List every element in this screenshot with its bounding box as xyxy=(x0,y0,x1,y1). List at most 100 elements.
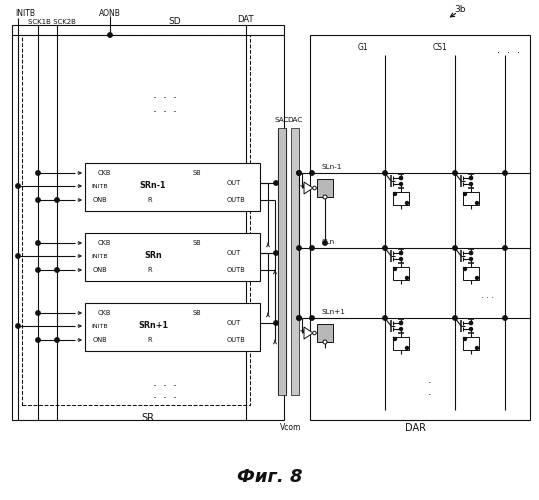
Text: 3b: 3b xyxy=(454,6,466,15)
Text: .: . xyxy=(163,388,167,400)
Circle shape xyxy=(55,268,59,272)
Circle shape xyxy=(453,246,457,250)
Text: AONB: AONB xyxy=(99,8,121,18)
Circle shape xyxy=(469,252,473,254)
Text: SB: SB xyxy=(193,240,202,246)
Circle shape xyxy=(405,202,409,204)
Circle shape xyxy=(55,198,59,202)
Circle shape xyxy=(475,276,479,280)
Circle shape xyxy=(323,340,327,344)
Text: R: R xyxy=(147,267,151,273)
Circle shape xyxy=(464,268,466,270)
Circle shape xyxy=(464,192,466,196)
Text: .: . xyxy=(173,388,177,400)
Text: CS1: CS1 xyxy=(433,44,447,52)
Circle shape xyxy=(16,184,20,188)
Circle shape xyxy=(469,176,473,180)
Bar xyxy=(85,233,260,281)
Circle shape xyxy=(399,182,403,186)
Text: INITB: INITB xyxy=(91,254,108,258)
Circle shape xyxy=(297,171,301,175)
Text: INITB: INITB xyxy=(91,324,108,328)
Circle shape xyxy=(399,328,403,330)
Circle shape xyxy=(453,171,457,175)
Bar xyxy=(393,192,409,205)
Circle shape xyxy=(16,254,20,258)
Text: Vcom: Vcom xyxy=(280,424,302,432)
Circle shape xyxy=(453,316,457,320)
Text: SAC: SAC xyxy=(275,117,289,123)
Circle shape xyxy=(323,241,327,245)
Circle shape xyxy=(475,202,479,204)
Circle shape xyxy=(383,171,387,175)
Circle shape xyxy=(383,246,387,250)
Bar xyxy=(278,128,286,395)
Text: DAT: DAT xyxy=(237,14,253,24)
Bar xyxy=(463,267,479,280)
Text: SD: SD xyxy=(169,18,181,26)
Circle shape xyxy=(503,316,507,320)
Bar xyxy=(22,35,250,405)
Bar xyxy=(12,25,284,420)
Text: CKB: CKB xyxy=(98,170,112,176)
Text: CKB: CKB xyxy=(98,240,112,246)
Text: G1: G1 xyxy=(358,44,368,52)
Text: .: . xyxy=(516,45,520,55)
Text: SB: SB xyxy=(193,170,202,176)
Circle shape xyxy=(399,176,403,180)
Bar xyxy=(463,337,479,350)
Text: .: . xyxy=(428,387,432,397)
Text: R: R xyxy=(147,197,151,203)
Text: .: . xyxy=(153,388,157,400)
Text: SRn-1: SRn-1 xyxy=(140,182,166,190)
Circle shape xyxy=(310,316,314,320)
Circle shape xyxy=(469,322,473,324)
Circle shape xyxy=(297,171,301,175)
Text: DAR: DAR xyxy=(404,423,425,433)
Text: .: . xyxy=(153,376,157,388)
Circle shape xyxy=(297,316,301,320)
Circle shape xyxy=(464,338,466,340)
Text: .: . xyxy=(163,102,167,114)
Text: OUT: OUT xyxy=(227,320,241,326)
Circle shape xyxy=(36,311,40,315)
Circle shape xyxy=(469,322,473,324)
Circle shape xyxy=(36,338,40,342)
Circle shape xyxy=(313,331,316,335)
Circle shape xyxy=(55,338,59,342)
Text: .: . xyxy=(173,102,177,114)
Bar xyxy=(317,324,333,342)
Circle shape xyxy=(405,346,409,350)
Bar xyxy=(310,35,530,420)
Circle shape xyxy=(297,246,301,250)
Text: CKB: CKB xyxy=(98,310,112,316)
Circle shape xyxy=(503,171,507,175)
Circle shape xyxy=(383,316,387,320)
Text: SLn+1: SLn+1 xyxy=(322,309,346,315)
Text: SRn: SRn xyxy=(144,252,162,260)
Circle shape xyxy=(399,176,403,180)
Text: SCK1B SCK2B: SCK1B SCK2B xyxy=(28,19,76,25)
Circle shape xyxy=(469,258,473,260)
Circle shape xyxy=(399,322,403,324)
Circle shape xyxy=(36,198,40,202)
Text: OUTB: OUTB xyxy=(227,197,246,203)
Text: .: . xyxy=(163,88,167,102)
Text: .: . xyxy=(163,376,167,388)
Bar xyxy=(393,267,409,280)
Circle shape xyxy=(475,346,479,350)
Bar xyxy=(85,163,260,211)
Circle shape xyxy=(399,252,403,254)
Text: OUT: OUT xyxy=(227,250,241,256)
Bar xyxy=(317,179,333,197)
Circle shape xyxy=(399,252,403,254)
Circle shape xyxy=(36,268,40,272)
Circle shape xyxy=(393,192,397,196)
Circle shape xyxy=(274,251,278,255)
Text: SLn: SLn xyxy=(322,239,335,245)
Text: .: . xyxy=(153,102,157,114)
Bar xyxy=(291,128,299,395)
Circle shape xyxy=(274,321,278,325)
Text: SLn-1: SLn-1 xyxy=(322,164,342,170)
Text: SRn+1: SRn+1 xyxy=(138,322,168,330)
